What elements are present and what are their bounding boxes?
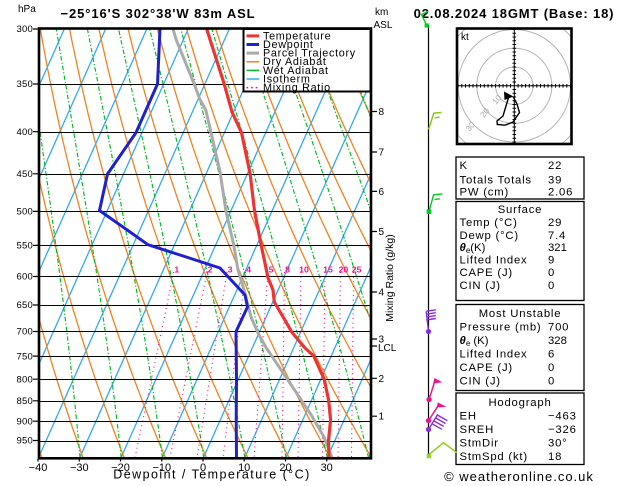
svg-text:500: 500: [17, 207, 33, 218]
svg-text:8: 8: [285, 265, 290, 275]
svg-text:321: 321: [548, 242, 567, 254]
svg-text:Surface: Surface: [498, 204, 543, 216]
svg-text:10: 10: [299, 265, 309, 275]
svg-text:450: 450: [17, 169, 33, 180]
svg-text:550: 550: [17, 241, 33, 252]
svg-text:0: 0: [548, 375, 555, 387]
svg-text:Temperature: Temperature: [263, 30, 331, 42]
svg-text:Parcel Trajectory: Parcel Trajectory: [263, 48, 356, 60]
svg-text:22: 22: [548, 160, 562, 172]
svg-text:θe (K): θe (K): [460, 335, 489, 348]
svg-text:2: 2: [208, 265, 213, 275]
svg-text:StmSpd (kt): StmSpd (kt): [460, 451, 528, 463]
svg-text:400: 400: [17, 127, 33, 138]
svg-text:9: 9: [548, 255, 555, 267]
svg-text:−30: −30: [70, 462, 89, 474]
svg-text:6: 6: [379, 187, 385, 198]
svg-text:5: 5: [269, 265, 274, 275]
svg-text:5: 5: [379, 227, 385, 238]
svg-text:hPa: hPa: [18, 4, 36, 15]
svg-text:02.08.2024 18GMT (Base: 18): 02.08.2024 18GMT (Base: 18): [414, 6, 615, 21]
svg-text:kt: kt: [461, 32, 469, 43]
svg-text:800: 800: [17, 374, 33, 385]
svg-text:K: K: [460, 160, 468, 172]
svg-text:ASL: ASL: [374, 20, 393, 31]
svg-text:CAPE (J): CAPE (J): [460, 267, 513, 279]
svg-text:Dry Adiabat: Dry Adiabat: [263, 56, 327, 68]
svg-text:0: 0: [200, 462, 206, 474]
svg-text:−20: −20: [111, 462, 130, 474]
svg-text:3: 3: [228, 265, 233, 275]
svg-text:1: 1: [379, 412, 385, 423]
svg-text:−326: −326: [548, 424, 577, 436]
svg-text:Most Unstable: Most Unstable: [479, 308, 562, 320]
svg-text:CIN (J): CIN (J): [460, 375, 501, 387]
svg-text:Mixing Ratio (g/kg): Mixing Ratio (g/kg): [384, 234, 396, 322]
svg-text:θe(K): θe(K): [460, 242, 486, 255]
svg-text:6: 6: [548, 348, 555, 360]
svg-text:−10: −10: [152, 462, 171, 474]
svg-text:650: 650: [17, 300, 33, 311]
svg-text:3: 3: [379, 335, 385, 346]
svg-text:328: 328: [548, 335, 567, 347]
svg-text:LCL: LCL: [378, 343, 397, 354]
svg-text:Dewpoint: Dewpoint: [263, 39, 314, 51]
svg-text:900: 900: [17, 416, 33, 427]
svg-text:Temp (°C): Temp (°C): [460, 217, 518, 229]
svg-text:18: 18: [548, 451, 562, 463]
svg-text:30°: 30°: [548, 437, 567, 449]
svg-text:PW (cm): PW (cm): [460, 187, 510, 199]
svg-text:20: 20: [279, 462, 291, 474]
svg-text:15: 15: [323, 265, 333, 275]
svg-text:CAPE (J): CAPE (J): [460, 362, 513, 374]
svg-text:25: 25: [352, 265, 362, 275]
svg-text:2: 2: [379, 374, 385, 385]
svg-text:8: 8: [379, 107, 385, 118]
svg-text:EH: EH: [460, 410, 477, 422]
svg-text:30: 30: [321, 462, 333, 474]
svg-text:4: 4: [246, 265, 251, 275]
svg-text:StmDir: StmDir: [460, 437, 499, 449]
svg-text:Pressure (mb): Pressure (mb): [460, 321, 542, 333]
svg-text:−25°16'S 302°38'W 83m ASL: −25°16'S 302°38'W 83m ASL: [60, 6, 255, 21]
svg-text:20: 20: [339, 265, 349, 275]
svg-text:1: 1: [174, 265, 179, 275]
svg-text:300: 300: [17, 24, 33, 35]
svg-text:2.06: 2.06: [548, 187, 573, 199]
svg-text:Wet Adiabat: Wet Adiabat: [263, 65, 329, 77]
svg-text:850: 850: [17, 396, 33, 407]
svg-text:Totals Totals: Totals Totals: [460, 175, 532, 187]
svg-text:km: km: [375, 7, 388, 18]
svg-text:Hodograph: Hodograph: [488, 397, 551, 409]
svg-text:7: 7: [379, 148, 385, 159]
svg-text:0: 0: [548, 267, 555, 279]
svg-text:Isotherm: Isotherm: [263, 73, 311, 85]
svg-text:Dewpoint / Temperature (°C): Dewpoint / Temperature (°C): [113, 468, 310, 482]
svg-text:Lifted Index: Lifted Index: [460, 348, 528, 360]
svg-text:7.4: 7.4: [548, 230, 566, 242]
svg-text:© weatheronline.co.uk: © weatheronline.co.uk: [444, 469, 594, 484]
svg-text:Mixing Ratio: Mixing Ratio: [263, 82, 331, 94]
svg-text:SREH: SREH: [460, 424, 495, 436]
svg-text:0: 0: [548, 362, 555, 374]
svg-text:CIN (J): CIN (J): [460, 280, 501, 292]
svg-text:39: 39: [548, 175, 562, 187]
svg-text:Dewp (°C): Dewp (°C): [460, 230, 519, 242]
svg-text:Lifted Index: Lifted Index: [460, 255, 528, 267]
svg-text:4: 4: [379, 288, 385, 299]
svg-text:750: 750: [17, 351, 33, 362]
svg-text:−40: −40: [29, 462, 48, 474]
svg-text:350: 350: [17, 79, 33, 90]
svg-text:600: 600: [17, 272, 33, 283]
svg-text:700: 700: [548, 321, 569, 333]
svg-text:−463: −463: [548, 410, 577, 422]
svg-text:700: 700: [17, 327, 33, 338]
svg-text:0: 0: [548, 280, 555, 292]
svg-text:10: 10: [238, 462, 250, 474]
svg-text:29: 29: [548, 217, 562, 229]
svg-text:950: 950: [17, 436, 33, 447]
